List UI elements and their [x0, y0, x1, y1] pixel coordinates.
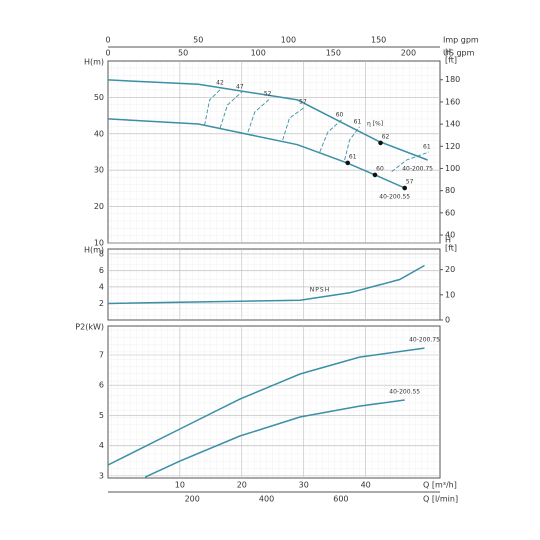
curve — [107, 264, 425, 305]
efficiency-label: 60 — [376, 165, 384, 172]
efficiency-label: 47 — [236, 83, 244, 90]
y-tick-label: 6 — [99, 266, 104, 275]
efficiency-line — [391, 151, 430, 173]
efficiency-label: 61 — [349, 153, 357, 160]
top-tick-label: 200 — [401, 49, 416, 58]
y-tick-label: 10 — [94, 239, 104, 248]
y-tick-label: 3 — [99, 471, 104, 480]
top-tick-label: 100 — [251, 49, 266, 58]
y-tick-label: 4 — [99, 441, 104, 450]
y2-tick-label: 20 — [445, 265, 455, 274]
efficiency-label: 61 — [423, 144, 431, 151]
curve — [144, 399, 405, 478]
y2-axis-label: [ft] — [445, 56, 457, 65]
y2-tick-label: 60 — [445, 208, 455, 217]
efficiency-label: 52 — [264, 90, 272, 97]
y-axis-label: P2(kW) — [75, 323, 104, 332]
y-tick-label: 30 — [94, 166, 104, 175]
efficiency-line — [319, 119, 342, 153]
efficiency-label: 57 — [299, 98, 307, 105]
y2-tick-label: 120 — [445, 142, 460, 151]
y2-axis-label: H — [445, 236, 451, 245]
plot-frame — [107, 60, 441, 244]
top-tick-label: 100 — [281, 36, 296, 45]
efficiency-line — [204, 87, 223, 126]
top-axis-label: Imp gpm — [443, 36, 479, 45]
top-tick-label: 150 — [326, 49, 341, 58]
efficiency-line — [282, 106, 306, 141]
y-tick-label: 50 — [94, 93, 104, 102]
efficiency-label: 61 — [354, 118, 362, 125]
efficiency-label: 60 — [336, 111, 344, 118]
efficiency-label: 62 — [382, 133, 390, 140]
top-tick-label: 50 — [193, 36, 203, 45]
efficiency-line — [247, 98, 270, 133]
y-axis-label: H(m) — [84, 58, 104, 67]
y-tick-label: 20 — [94, 202, 104, 211]
y-tick-label: 40 — [94, 129, 104, 138]
curve — [107, 79, 428, 161]
x2-tick-label: 600 — [333, 495, 348, 504]
efficiency-line — [219, 91, 243, 129]
efficiency-point — [402, 185, 407, 191]
y-tick-label: 5 — [99, 411, 104, 420]
x-tick-label: 40 — [361, 481, 371, 490]
top-tick-label: 0 — [105, 49, 110, 58]
plot-frame — [107, 248, 441, 321]
curve — [107, 118, 406, 189]
efficiency-label: 57 — [406, 179, 414, 186]
y-tick-label: 4 — [99, 282, 104, 291]
efficiency-point — [345, 160, 351, 166]
y2-tick-label: 40 — [445, 231, 455, 240]
top-tick-label: 50 — [178, 49, 188, 58]
y2-tick-label: 10 — [445, 290, 455, 299]
efficiency-point — [378, 140, 383, 146]
efficiency-point — [372, 172, 378, 178]
top-axis-label: US gpm — [443, 49, 475, 58]
x2-tick-label: 400 — [259, 495, 274, 504]
y2-tick-label: 100 — [445, 164, 460, 173]
efficiency-line — [344, 126, 360, 161]
top-tick-label: 150 — [371, 36, 386, 45]
efficiency-title: η [%] — [367, 121, 383, 128]
series-label: 40-200.55 — [389, 389, 420, 396]
series-label: 40-200.75 — [402, 166, 433, 173]
y2-tick-label: 180 — [445, 75, 460, 84]
x-tick-label: 20 — [237, 481, 247, 490]
y-tick-label: 7 — [99, 351, 104, 360]
y-tick-label: 2 — [99, 299, 104, 308]
x-tick-label: 30 — [299, 481, 309, 490]
curve — [107, 347, 425, 466]
y2-tick-label: 0 — [445, 316, 450, 325]
y-tick-label: 6 — [99, 381, 104, 390]
y2-axis-label: [ft] — [445, 244, 457, 253]
y2-tick-label: 160 — [445, 97, 460, 106]
efficiency-label: 42 — [216, 79, 224, 86]
y-axis-label: H(m) — [84, 246, 104, 255]
y-tick-label: 8 — [99, 249, 104, 258]
y2-tick-label: 140 — [445, 120, 460, 129]
x-tick-label: 10 — [175, 481, 185, 490]
x2-axis-label: Q [l/min] — [423, 495, 458, 504]
series-label: 40-200.75 — [409, 337, 440, 344]
x-axis-label: Q [m³/h] — [423, 481, 457, 490]
y2-tick-label: 80 — [445, 186, 455, 195]
y2-axis-label: H — [445, 48, 451, 57]
series-label: 40-200.55 — [379, 194, 410, 201]
top-tick-label: 0 — [105, 36, 110, 45]
series-label: NPSH — [310, 287, 330, 294]
x2-tick-label: 200 — [185, 495, 200, 504]
